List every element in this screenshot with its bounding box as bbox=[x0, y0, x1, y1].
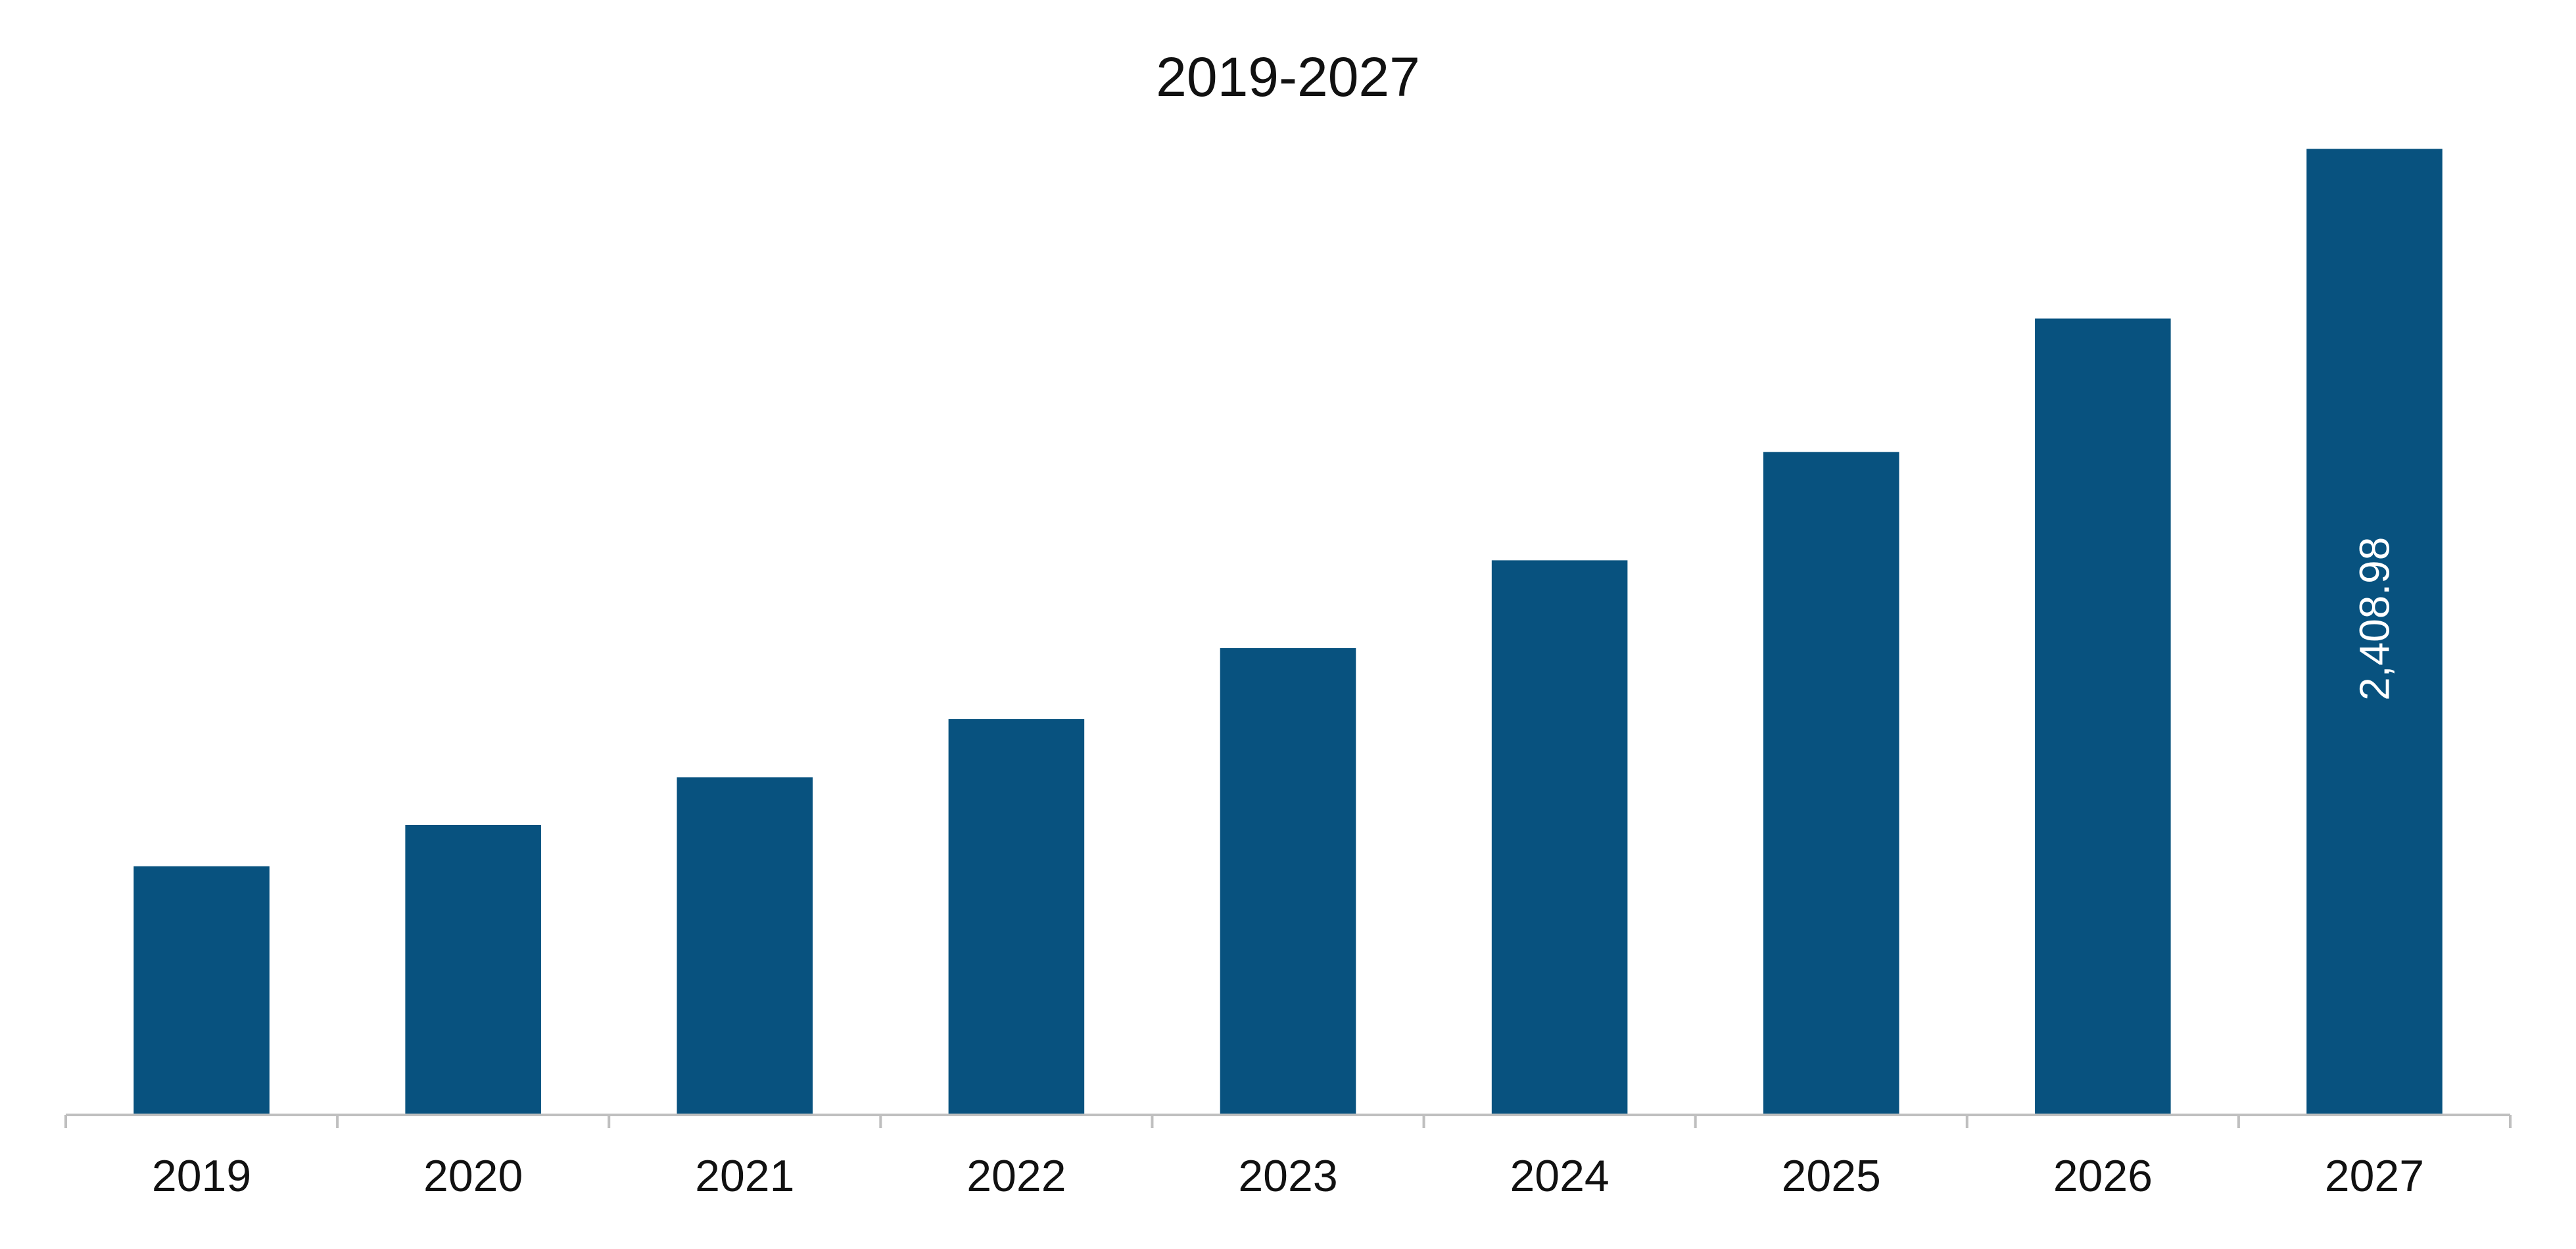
x-tick-label-2025: 2025 bbox=[1782, 1151, 1881, 1201]
x-tick-label-2027: 2027 bbox=[2325, 1151, 2424, 1201]
bar-2027 bbox=[2306, 149, 2443, 1115]
x-tick-label-2019: 2019 bbox=[152, 1151, 251, 1201]
x-tick-label-2024: 2024 bbox=[1510, 1151, 1609, 1201]
bar-2022 bbox=[948, 719, 1085, 1115]
x-tick-labels: 2019 2020 2021 2022 2023 2024 2025 2026 2027 bbox=[152, 1151, 2424, 1201]
bars-layer bbox=[133, 149, 2443, 1115]
x-tick-label-2026: 2026 bbox=[2053, 1151, 2153, 1201]
bar-2024 bbox=[1491, 560, 1628, 1115]
bar-2019 bbox=[133, 866, 270, 1115]
data-labels: 2,408.98 bbox=[2350, 537, 2398, 701]
data-label-2027: 2,408.98 bbox=[2350, 537, 2398, 701]
x-tick-label-2020: 2020 bbox=[423, 1151, 523, 1201]
bar-2021 bbox=[677, 777, 813, 1115]
bar-2020 bbox=[405, 824, 541, 1115]
bar-2023 bbox=[1220, 648, 1356, 1115]
x-tick-label-2021: 2021 bbox=[695, 1151, 794, 1201]
bar-2025 bbox=[1763, 452, 1899, 1115]
x-tick-label-2022: 2022 bbox=[966, 1151, 1066, 1201]
x-tick-label-2023: 2023 bbox=[1238, 1151, 1337, 1201]
chart-title: 2019-2027 bbox=[1156, 46, 1420, 108]
x-axis bbox=[64, 1114, 2512, 1128]
bar-2026 bbox=[2035, 318, 2171, 1115]
